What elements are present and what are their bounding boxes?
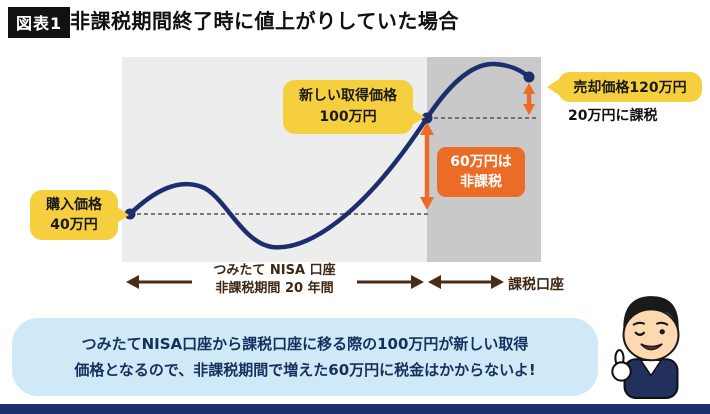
mascot-hand bbox=[611, 361, 632, 382]
taxable-account-label: 課税口座 bbox=[508, 277, 564, 293]
taxfree-gain-arrow bbox=[420, 122, 434, 210]
mascot-character-illustration bbox=[611, 296, 680, 399]
new-acquisition-price-bubble: 新しい取得価格 100万円 bbox=[283, 80, 425, 134]
taxfree-gain-value: 60万円は bbox=[450, 153, 512, 170]
mascot-face bbox=[622, 308, 680, 362]
explanation-message-box: つみたてNISA口座から課税口座に移る際の100万円が新しい取得 価格となるので… bbox=[12, 318, 598, 396]
period-axis bbox=[126, 275, 504, 289]
mascot-right-eyebrow bbox=[656, 321, 669, 326]
nisa-period-label: つみたて NISA 口座 非課税期間 20 年間 bbox=[192, 262, 357, 299]
nisa-account-label: つみたて NISA 口座 bbox=[213, 263, 336, 278]
taxable-period-arrow bbox=[428, 275, 504, 289]
new-price-value: 100万円 bbox=[319, 109, 377, 125]
purchase-price-bubble: 購入価格 40万円 bbox=[30, 190, 129, 240]
mascot-left-eyebrow bbox=[632, 321, 645, 326]
mascot-wink-eye bbox=[634, 331, 646, 336]
footer-accent-bar bbox=[0, 404, 710, 414]
explanation-line-2: 価格となるので、非課税期間で増えた60万円に税金はかからないよ! bbox=[74, 361, 536, 379]
taxed-gain-arrow bbox=[523, 83, 535, 115]
purchase-price-label: 購入価格 bbox=[46, 196, 102, 213]
nisa-period-duration-label: 非課税期間 20 年間 bbox=[215, 281, 334, 297]
purchase-price-value: 40万円 bbox=[50, 217, 98, 233]
figure-badge: 図表1 bbox=[8, 7, 71, 38]
taxfree-gain-box: 60万円は 非課税 bbox=[437, 147, 525, 197]
mascot-smiling-mouth bbox=[640, 343, 663, 351]
mascot-hair bbox=[623, 296, 679, 333]
sale-price-bubble: 売却価格120万円 bbox=[547, 72, 702, 102]
page-title: 非課税期間終了時に値上がりしていた場合 bbox=[70, 9, 459, 33]
explanation-line-1: つみたてNISA口座から課税口座に移る際の100万円が新しい取得 bbox=[81, 334, 529, 353]
taxed-amount-note: 20万円に課税 bbox=[568, 108, 658, 124]
new-price-label: 新しい取得価格 bbox=[299, 88, 397, 104]
sale-price-label: 売却価格120万円 bbox=[573, 80, 687, 96]
mascot-open-eye bbox=[659, 329, 665, 335]
taxfree-gain-label: 非課税 bbox=[460, 174, 502, 190]
price-curve bbox=[127, 61, 532, 250]
sale-point-dot bbox=[523, 71, 535, 83]
price-curve-chart bbox=[124, 61, 536, 250]
